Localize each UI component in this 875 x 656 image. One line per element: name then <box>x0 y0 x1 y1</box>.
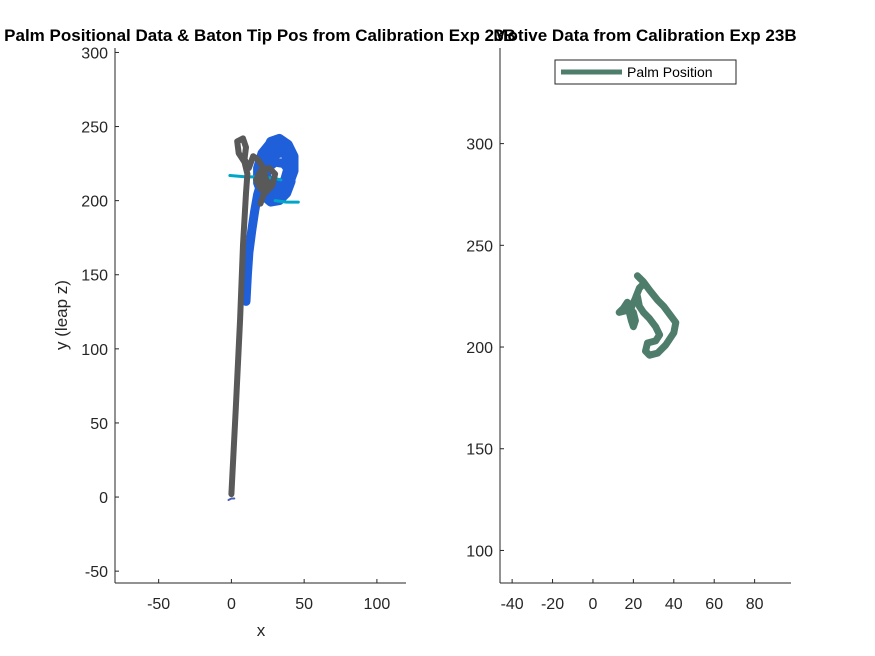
right-chart-title: Motive Data from Calibration Exp 23B <box>493 26 796 45</box>
right-x-tick-label: 40 <box>665 596 683 613</box>
left-chart-plot-area <box>227 133 300 501</box>
left-y-tick-label: 50 <box>90 416 108 433</box>
right-y-tick-label: 150 <box>466 442 493 459</box>
right-x-tick-label: 80 <box>746 596 764 613</box>
right-chart-axes: -40 -20 0 20 40 60 80 100 150 200 250 300 <box>466 48 791 613</box>
right-y-tick-label: 100 <box>466 543 493 560</box>
right-y-tick-label: 200 <box>466 340 493 357</box>
left-y-tick-label: 0 <box>99 490 108 507</box>
left-x-tick-label: 0 <box>227 596 236 613</box>
left-chart-y-axis-label: y (leap z) <box>52 280 71 350</box>
right-x-tick-label: -20 <box>541 596 564 613</box>
left-y-tick-label: -50 <box>85 564 108 581</box>
left-series-3 <box>228 135 279 498</box>
right-chart: Motive Data from Calibration Exp 23B -40… <box>466 26 796 613</box>
left-x-tick-label: -50 <box>147 596 170 613</box>
right-series-0 <box>615 272 680 359</box>
left-x-tick-label: 100 <box>364 596 391 613</box>
right-y-tick-label: 250 <box>466 238 493 255</box>
left-x-tick-label: 50 <box>295 596 313 613</box>
right-x-tick-label: 0 <box>589 596 598 613</box>
right-x-tick-label: 60 <box>705 596 723 613</box>
left-y-tick-label: 200 <box>81 194 108 211</box>
right-y-tick-label: 300 <box>466 137 493 154</box>
left-y-tick-label: 300 <box>81 45 108 62</box>
left-chart-title: Palm Positional Data & Baton Tip Pos fro… <box>4 26 516 45</box>
right-x-tick-label: -40 <box>501 596 524 613</box>
left-y-tick-label: 100 <box>81 342 108 359</box>
right-x-tick-label: 20 <box>624 596 642 613</box>
left-chart: Palm Positional Data & Baton Tip Pos fro… <box>4 26 516 640</box>
left-y-tick-label: 150 <box>81 268 108 285</box>
left-chart-axes: -50 0 50 100 -50 0 50 100 150 200 250 300 <box>81 45 406 613</box>
left-series-4 <box>227 497 236 501</box>
right-chart-plot-area <box>615 272 680 359</box>
right-chart-legend: Palm Position <box>554 59 737 85</box>
left-chart-x-axis-label: x <box>257 621 266 640</box>
legend-entry-palm-position: Palm Position <box>627 64 713 80</box>
left-series-2 <box>273 199 300 204</box>
left-y-tick-label: 250 <box>81 120 108 137</box>
